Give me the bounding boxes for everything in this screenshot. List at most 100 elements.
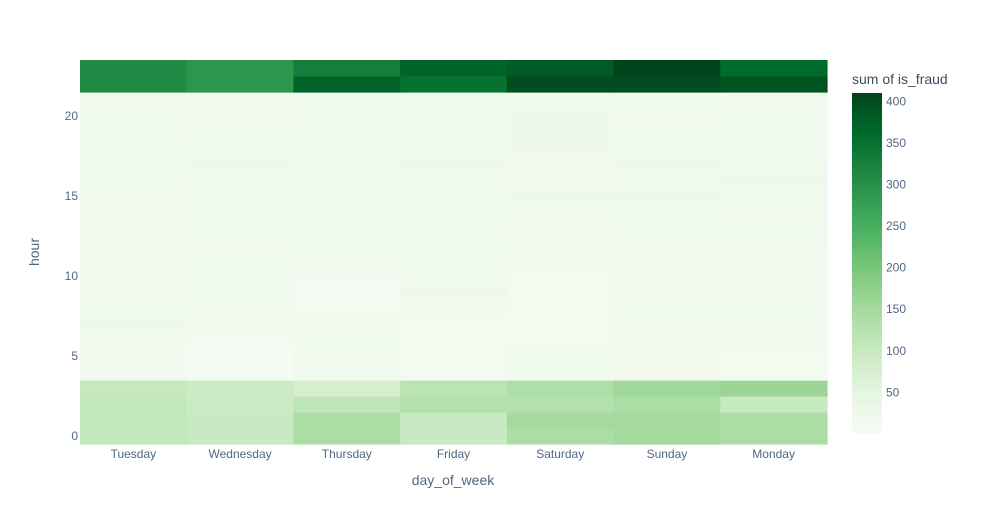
heatmap-cell: [186, 252, 295, 269]
heatmap-cell: [293, 60, 401, 77]
heatmap-cell: [613, 204, 721, 221]
heatmap-cell: [400, 92, 508, 109]
heatmap-cell: [293, 380, 401, 397]
x-tick-label: Thursday: [322, 447, 372, 461]
heatmap-cell: [186, 60, 295, 77]
heatmap-cell: [80, 220, 188, 237]
heatmap-cell: [293, 140, 401, 157]
heatmap-cell: [80, 396, 188, 413]
x-axis-title: day_of_week: [412, 472, 496, 488]
heatmap-cell: [720, 204, 828, 221]
heatmap-cell: [400, 316, 508, 333]
heatmap-cell: [80, 284, 188, 301]
colorbar-title: sum of is_fraud: [852, 71, 948, 87]
heatmap-cell: [186, 348, 295, 365]
heatmap-cell: [720, 396, 828, 413]
heatmap-cell: [506, 284, 615, 301]
heatmap-cell: [506, 332, 615, 349]
heatmap-cell: [506, 140, 615, 157]
heatmap-cell: [293, 428, 401, 445]
colorbar-tick-label: 100: [886, 344, 906, 358]
heatmap-cell: [80, 76, 188, 93]
heatmap-cell: [400, 60, 508, 77]
colorbar-tick-label: 350: [886, 136, 906, 150]
heatmap-cell: [80, 236, 188, 253]
heatmap-cell: [400, 188, 508, 205]
heatmap-cell: [80, 348, 188, 365]
heatmap-cell: [506, 188, 615, 205]
heatmap-cell: [613, 380, 721, 397]
heatmap-cell: [186, 156, 295, 173]
heatmap-cell: [506, 204, 615, 221]
heatmap-cell: [293, 76, 401, 93]
heatmap-cell: [720, 140, 828, 157]
colorbar-tick-label: 50: [886, 385, 900, 399]
heatmap-cell: [613, 172, 721, 189]
heatmap-cell: [506, 300, 615, 317]
heatmap-cell: [400, 140, 508, 157]
y-tick-label: 5: [71, 349, 78, 363]
heatmap-cell: [80, 300, 188, 317]
heatmap-cell: [400, 268, 508, 285]
heatmap-cell: [80, 172, 188, 189]
heatmap-cell: [80, 108, 188, 125]
x-tick-label: Friday: [437, 447, 470, 461]
heatmap-cell: [720, 332, 828, 349]
heatmap-cell: [80, 380, 188, 397]
heatmap-cell: [400, 108, 508, 125]
heatmap-cell: [400, 252, 508, 269]
x-tick-label: Wednesday: [208, 447, 271, 461]
heatmap-cell: [613, 268, 721, 285]
heatmap-cell: [613, 140, 721, 157]
heatmap-cell: [720, 348, 828, 365]
heatmap-cell: [613, 412, 721, 429]
heatmap-cell: [400, 124, 508, 141]
heatmap-cell: [186, 188, 295, 205]
y-tick-label: 10: [65, 269, 79, 283]
heatmap-cell: [400, 396, 508, 413]
heatmap-cell: [186, 204, 295, 221]
heatmap-cell: [293, 300, 401, 317]
heatmap-cell: [613, 92, 721, 109]
heatmap-cell: [186, 428, 295, 445]
heatmap-cell: [80, 268, 188, 285]
heatmap-cell: [400, 76, 508, 93]
colorbar-ticks: 50 100 150 200 250 300 350 400: [886, 94, 906, 399]
colorbar-tick-label: 150: [886, 302, 906, 316]
heatmap-cell: [80, 252, 188, 269]
heatmap-cell: [506, 412, 615, 429]
heatmap-cell: [186, 140, 295, 157]
heatmap-cell: [720, 172, 828, 189]
heatmap-cell: [293, 236, 401, 253]
heatmap-cell: [293, 316, 401, 333]
heatmap-cell: [720, 364, 828, 381]
heatmap-cell: [720, 92, 828, 109]
heatmap-cell: [720, 252, 828, 269]
heatmap-cell: [400, 412, 508, 429]
heatmap-cell: [80, 204, 188, 221]
heatmap-cell: [506, 380, 615, 397]
colorbar-tick-label: 400: [886, 94, 906, 108]
heatmap-cell: [186, 172, 295, 189]
heatmap-cell: [186, 316, 295, 333]
heatmap-cell: [80, 156, 188, 173]
heatmap-cell: [293, 92, 401, 109]
heatmap-cell: [613, 252, 721, 269]
heatmap-cell: [613, 284, 721, 301]
heatmap-cell: [506, 172, 615, 189]
heatmap-cell: [293, 156, 401, 173]
heatmap-cell: [613, 316, 721, 333]
heatmap-cell: [80, 428, 188, 445]
x-tick-label: Saturday: [536, 447, 584, 461]
heatmap-cell: [613, 188, 721, 205]
heatmap-cell: [186, 268, 295, 285]
heatmap-cell: [506, 428, 615, 445]
heatmap-cell: [506, 220, 615, 237]
colorbar: [852, 93, 882, 434]
heatmap-cell: [293, 172, 401, 189]
heatmap-cell: [613, 332, 721, 349]
heatmap-cell: [400, 204, 508, 221]
heatmap-cell: [720, 60, 828, 77]
